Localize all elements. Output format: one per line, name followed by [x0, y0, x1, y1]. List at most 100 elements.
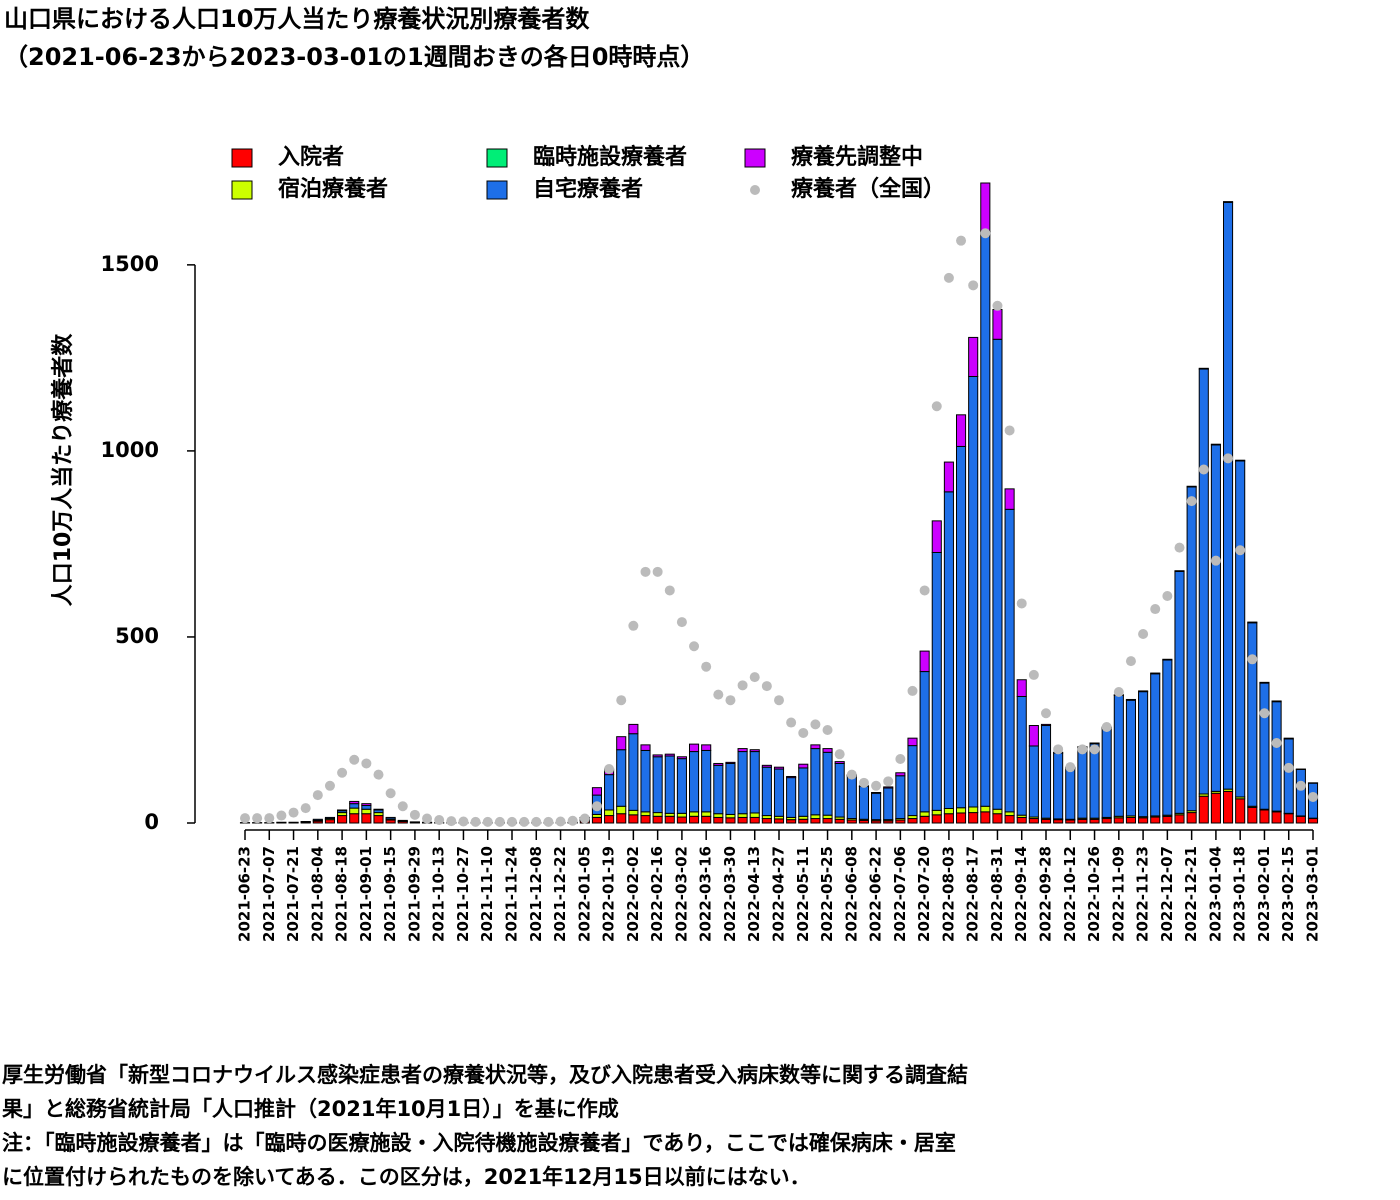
bar-segment [1247, 622, 1258, 807]
bar-segment [628, 809, 639, 816]
bar-segment [810, 814, 821, 820]
point [1089, 744, 1100, 755]
point [798, 727, 809, 738]
x-tick-label: 2022-05-25 [818, 846, 836, 942]
bar-segment [1162, 659, 1173, 816]
bar-segment [1138, 691, 1149, 818]
bar-segment [616, 813, 627, 824]
bar-segment [919, 811, 930, 817]
point [895, 754, 906, 764]
point [1041, 708, 1051, 719]
point [1174, 542, 1185, 553]
point [300, 803, 311, 814]
point [1162, 591, 1173, 602]
point [1101, 722, 1112, 732]
point [324, 780, 335, 791]
bar-segment [604, 809, 615, 817]
bar-segment [1101, 727, 1112, 818]
x-tick-label: 2022-04-13 [745, 846, 763, 942]
bar-segment [822, 748, 833, 753]
point [1138, 628, 1149, 639]
bar-segment [943, 813, 954, 824]
bar-segment [749, 812, 760, 818]
x-tick-label: 2021-08-04 [308, 846, 326, 942]
point [846, 769, 857, 780]
bar-segment [1283, 738, 1294, 814]
point [1053, 744, 1064, 755]
bar-segment [822, 814, 833, 820]
point [1028, 669, 1039, 680]
bar-segment [1028, 818, 1039, 824]
point [713, 689, 724, 700]
bar-segment [871, 792, 882, 821]
bar-segment [1004, 508, 1015, 813]
x-tick-label: 2022-02-16 [648, 846, 666, 942]
bar-segment [604, 774, 615, 811]
point [737, 680, 748, 691]
bar-segment [1077, 818, 1088, 824]
point [494, 816, 505, 827]
bar-segment [713, 764, 724, 815]
y-axis-label: 人口10万人当たり療養者数 [50, 333, 76, 607]
point [276, 810, 287, 821]
point [834, 749, 845, 760]
x-tick-label: 2023-01-04 [1206, 846, 1224, 942]
bar-segment [1113, 694, 1124, 817]
bar-segment [1040, 723, 1052, 727]
bar-segment [895, 775, 906, 820]
point [774, 695, 784, 706]
chart-subtitle: （2021-06-23から2023-03-01の1週間おきの各日0時時点） [4, 43, 704, 71]
bar-segment [834, 818, 845, 824]
y-tick-label: 500 [115, 624, 159, 648]
bar-segment [992, 813, 1003, 824]
bar-segment [980, 182, 991, 232]
bar-segment [652, 754, 663, 758]
bar-segment [373, 815, 384, 824]
point [689, 641, 700, 652]
bar-segment [737, 813, 748, 818]
bar-segment [1089, 818, 1100, 824]
bar-segment [337, 809, 348, 812]
point [676, 617, 687, 628]
bar-segment [773, 768, 785, 817]
bar-segment [628, 733, 639, 811]
bar-segment [931, 551, 942, 811]
bar-segment [846, 775, 857, 820]
point [434, 815, 445, 826]
bar-segment [1150, 673, 1161, 817]
x-tick-label: 2022-03-30 [721, 846, 739, 942]
point [652, 566, 663, 577]
bar-segment [337, 815, 348, 824]
point [1271, 738, 1282, 748]
bar-segment [919, 815, 930, 824]
bar-segment [1259, 809, 1270, 824]
x-tick-label: 2021-09-29 [405, 846, 423, 942]
bar-segment [980, 230, 991, 807]
legend-label: 臨時施設療養者 [533, 144, 687, 170]
bar-segment [1235, 459, 1246, 462]
legend-swatch [231, 148, 253, 168]
bar-segment [1125, 699, 1137, 817]
point [919, 585, 930, 596]
legend-swatch [744, 148, 766, 168]
point [968, 280, 979, 291]
point [337, 767, 348, 778]
x-tick-label: 2022-12-21 [1182, 846, 1200, 942]
bar-segment [1028, 725, 1039, 747]
bar-segment [1259, 681, 1270, 684]
point [883, 776, 894, 787]
bar-segment [1247, 621, 1258, 624]
bar-segment [773, 818, 785, 824]
point [810, 719, 821, 730]
point [725, 695, 736, 706]
bar-segment [361, 805, 372, 810]
x-tick-label: 2022-08-17 [964, 846, 982, 942]
bar-segment [1077, 746, 1088, 819]
bar-segment [361, 803, 372, 807]
bar-segment [725, 761, 736, 764]
bar-segment [883, 786, 894, 789]
point [1283, 762, 1294, 773]
bar-segment [1235, 798, 1246, 824]
point [907, 685, 918, 696]
